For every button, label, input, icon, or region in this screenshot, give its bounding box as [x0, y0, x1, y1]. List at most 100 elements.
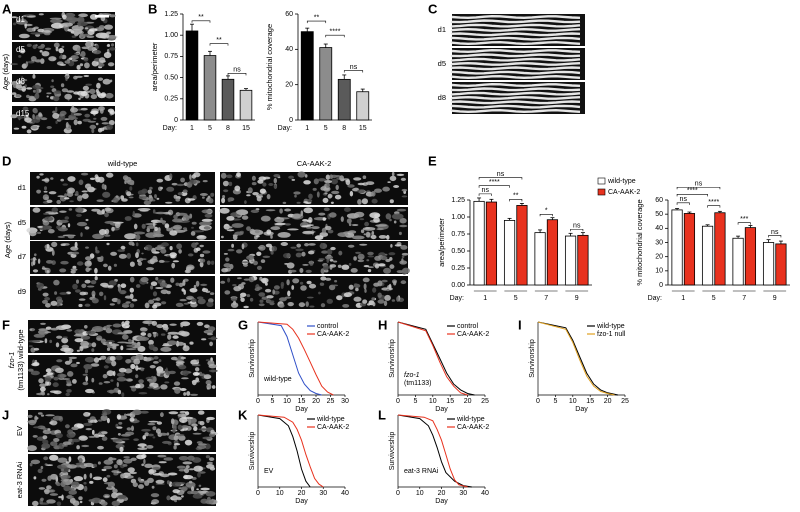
micrograph-texture: [210, 260, 215, 265]
x-axis-label: Day: [435, 406, 448, 413]
micrograph-texture: [195, 367, 200, 372]
x-tick-label: 15: [586, 398, 594, 405]
micrograph-texture: [32, 84, 41, 90]
micrograph-texture: [320, 268, 325, 274]
micrograph-texture: [148, 299, 155, 304]
micrograph-texture: [176, 465, 186, 469]
micrograph-texture: [348, 284, 354, 290]
micrograph-texture: [103, 325, 111, 329]
micrograph-texture: [129, 417, 135, 422]
micrograph-texture: [71, 251, 80, 255]
micrograph-texture: [26, 43, 32, 47]
micrograph-texture: [62, 14, 67, 20]
micrograph-texture: [389, 175, 397, 182]
micrograph-texture: [451, 82, 581, 88]
micrograph-texture: [363, 233, 367, 236]
micrograph-texture: [174, 499, 178, 503]
significance-bracket: [509, 199, 523, 202]
micrograph-texture: [234, 185, 241, 192]
micrograph-texture: [300, 285, 307, 291]
micrograph-texture: [46, 260, 53, 264]
micrograph-texture: [41, 178, 50, 182]
micrograph-texture: [231, 223, 244, 228]
micrograph-texture: [326, 248, 333, 255]
micrograph-texture: [84, 62, 90, 69]
micrograph-texture: [401, 188, 408, 192]
bar: [671, 209, 683, 286]
micrograph-texture: [73, 119, 78, 126]
micrograph-texture: [51, 207, 59, 213]
micrograph-texture: [280, 242, 288, 246]
micrograph-texture: [74, 329, 83, 334]
x-tick-label: 8: [342, 125, 346, 132]
micrograph-texture: [258, 303, 265, 307]
micrograph-texture: [306, 296, 314, 299]
micrograph-texture: [400, 177, 406, 181]
micrograph-texture: [191, 226, 194, 229]
micrograph-texture: [141, 188, 148, 194]
micrograph-texture: [278, 303, 285, 308]
micrograph-texture: [56, 501, 62, 507]
micrograph: [10, 41, 116, 70]
micrograph-texture: [116, 376, 127, 382]
micrograph-texture: [287, 228, 299, 231]
micrograph: [28, 320, 218, 354]
column-label: wild-type: [107, 159, 138, 168]
micrograph-texture: [248, 276, 255, 283]
significance-label: **: [314, 14, 320, 21]
x-tick-label: 40: [481, 490, 489, 497]
micrograph: [27, 409, 218, 453]
micrograph-texture: [164, 223, 170, 229]
micrograph-texture: [16, 115, 24, 119]
micrograph-texture: [61, 494, 64, 501]
micrograph-texture: [195, 280, 200, 287]
micrograph-texture: [154, 226, 159, 231]
micrograph-texture: [208, 457, 215, 461]
micrograph-texture: [79, 33, 84, 37]
micrograph-texture: [113, 263, 117, 267]
micrograph-texture: [141, 454, 147, 459]
micrograph-texture: [182, 214, 190, 221]
micrograph-texture: [389, 199, 394, 204]
micrograph-texture: [59, 268, 67, 273]
micrograph-texture: [80, 91, 88, 97]
micrograph-texture: [451, 14, 581, 20]
micrograph-texture: [206, 461, 213, 465]
micrograph-texture: [68, 208, 73, 211]
x-tick-label: 10: [429, 398, 437, 405]
micrograph-texture: [325, 277, 332, 281]
y-tick-label: 0.75: [451, 231, 465, 238]
bar: [300, 31, 314, 121]
micrograph-texture: [308, 193, 313, 200]
significance-label: ****: [708, 199, 719, 206]
micrograph-texture: [182, 189, 188, 193]
micrograph-texture: [137, 208, 151, 211]
micrograph-texture: [257, 179, 264, 184]
micrograph-texture: [369, 212, 381, 219]
micrograph-texture: [91, 208, 101, 212]
micrograph-texture: [287, 302, 294, 307]
micrograph-texture: [246, 294, 251, 298]
micrograph-texture: [354, 211, 365, 218]
micrograph-texture: [92, 429, 95, 435]
micrograph-texture: [158, 259, 165, 263]
micrograph-texture: [352, 235, 365, 240]
micrograph-texture: [151, 499, 160, 505]
micrograph-texture: [367, 255, 375, 258]
micrograph-texture: [75, 289, 81, 293]
micrograph-texture: [345, 179, 351, 186]
micrograph-texture: [394, 244, 402, 247]
micrograph-texture: [143, 200, 152, 205]
y-tick-label: 60: [285, 11, 293, 18]
micrograph-texture: [40, 58, 45, 64]
micrograph-texture: [246, 194, 251, 197]
micrograph-texture: [60, 243, 66, 246]
micrograph-texture: [389, 264, 395, 269]
micrograph-texture: [268, 183, 274, 186]
micrograph-texture: [81, 335, 91, 340]
micrograph-texture: [83, 473, 87, 480]
micrograph-texture: [89, 472, 93, 479]
row-label: d9: [18, 287, 26, 296]
micrograph-texture: [112, 197, 119, 203]
micrograph-texture: [125, 326, 130, 328]
